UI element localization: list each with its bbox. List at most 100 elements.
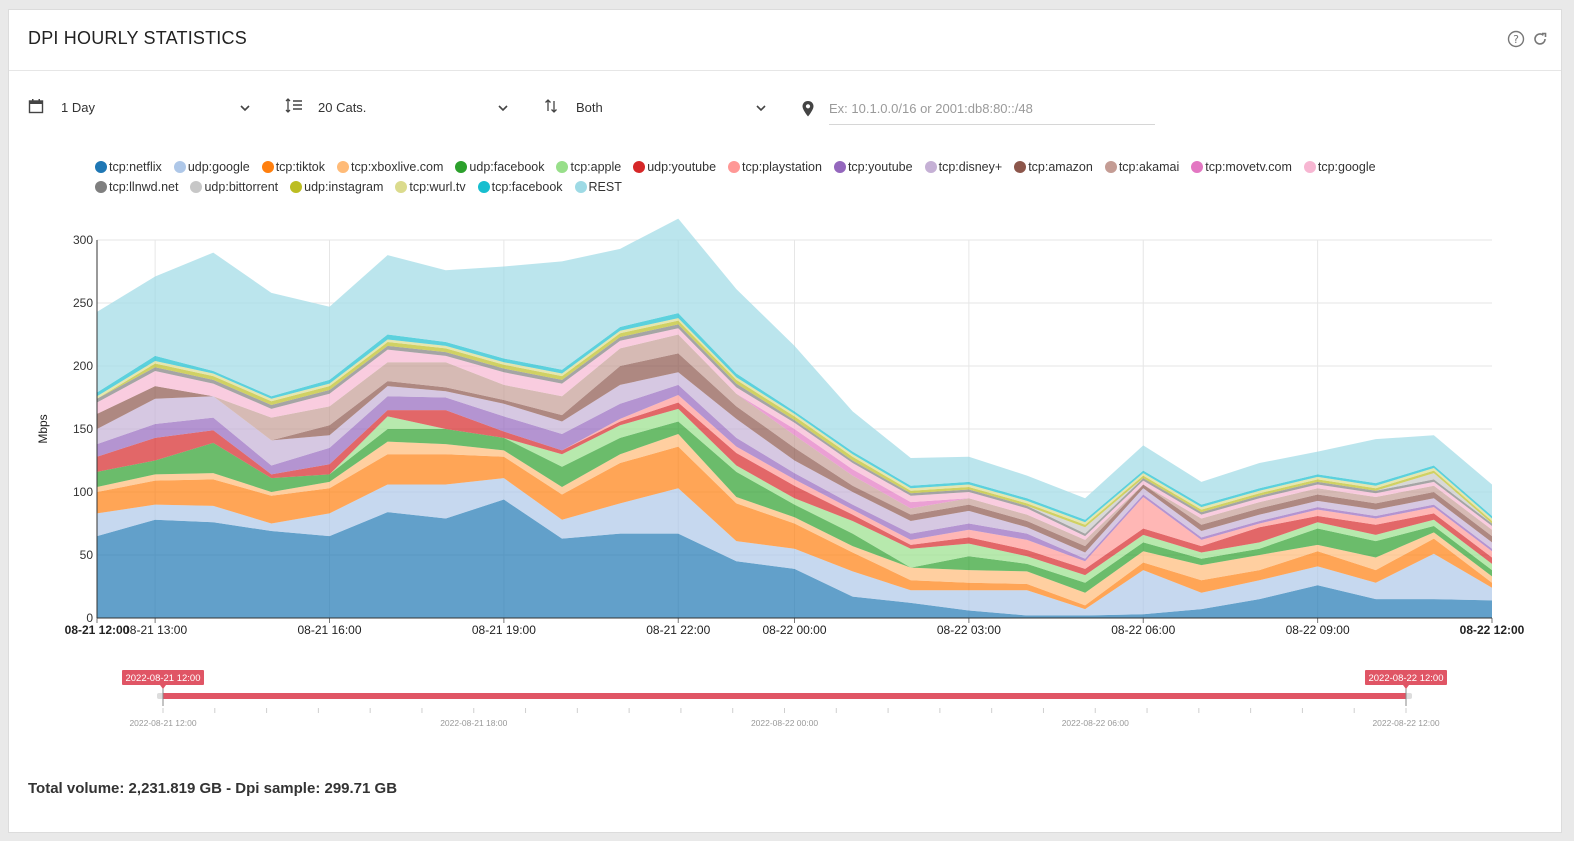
chart-legend: tcp:netflix udp:google tcp:tiktok tcp:xboxl… (95, 157, 1515, 197)
up-down-arrows-icon (543, 98, 561, 116)
legend-item[interactable]: tcp:playstation (728, 160, 822, 174)
legend-label: tcp:xboxlive.com (351, 160, 444, 174)
x-tick-label: 08-21 12:00 (65, 623, 130, 637)
series-area (97, 218, 1492, 520)
legend-label: udp:google (187, 160, 250, 174)
legend-label: tcp:movetv.com (1205, 160, 1292, 174)
series-area (97, 434, 1492, 606)
period-select[interactable]: 1 Day (61, 100, 95, 115)
x-tick-label: 08-21 19:00 (472, 623, 536, 637)
series-area (97, 372, 1492, 559)
categories-select[interactable]: 20 Cats. (318, 100, 367, 115)
legend-swatch (924, 161, 937, 173)
legend-item[interactable]: udp:youtube (633, 160, 716, 174)
chevron-down-icon[interactable] (497, 101, 509, 113)
legend-label: tcp:akamai (1118, 160, 1180, 174)
y-tick-label: 300 (73, 233, 93, 247)
legend-swatch (455, 161, 468, 173)
legend-item[interactable]: tcp:google (1303, 160, 1376, 174)
legend-row: tcp:llnwd.net udp:bittorrent udp:instagram… (95, 177, 1515, 197)
legend-item[interactable]: tcp:movetv.com (1191, 160, 1292, 174)
x-tick-label: 08-22 09:00 (1286, 623, 1350, 637)
x-tick-label: 08-22 06:00 (1111, 623, 1175, 637)
series-area (97, 320, 1492, 528)
legend-label: tcp:amazon (1028, 160, 1093, 174)
legend-swatch (556, 161, 569, 173)
legend-label: udp:bittorrent (204, 180, 279, 194)
y-tick-label: 250 (73, 296, 93, 310)
legend-swatch (337, 161, 350, 173)
range-label-bg (1365, 670, 1447, 685)
legend-item[interactable]: tcp:disney+ (924, 160, 1002, 174)
series-area (97, 408, 1492, 583)
legend-swatch (261, 161, 274, 173)
calendar-icon (28, 98, 46, 116)
legend-item[interactable]: udp:google (173, 160, 250, 174)
legend-label: tcp:google (1317, 160, 1376, 174)
legend-swatch (190, 181, 203, 193)
legend-item[interactable]: tcp:llnwd.net (95, 180, 178, 194)
legend-label: udp:instagram (304, 180, 384, 194)
legend-item[interactable]: tcp:tiktok (261, 160, 326, 174)
legend-swatch (1303, 161, 1316, 173)
legend-item[interactable]: tcp:akamai (1104, 160, 1180, 174)
series-area (97, 353, 1492, 553)
direction-select[interactable]: Both (576, 100, 603, 115)
legend-label: udp:youtube (647, 160, 717, 174)
series-area (97, 499, 1492, 618)
x-tick-label: 08-21 13:00 (123, 623, 187, 637)
series-area (97, 421, 1492, 593)
x-tick-label: 08-22 00:00 (762, 623, 826, 637)
legend-item[interactable]: tcp:xboxlive.com (337, 160, 443, 174)
legend-row: tcp:netflix udp:google tcp:tiktok tcp:xboxl… (95, 157, 1515, 177)
series-area (97, 334, 1492, 547)
legend-label: tcp:youtube (847, 160, 913, 174)
legend-label: tcp:llnwd.net (109, 180, 179, 194)
help-icon[interactable]: ? (1507, 30, 1525, 48)
legend-label: tcp:wurl.tv (409, 180, 466, 194)
legend-swatch (95, 181, 107, 193)
legend-swatch (173, 161, 186, 173)
legend-swatch (1014, 161, 1027, 173)
legend-label: udp:facebook (469, 160, 545, 174)
legend-item[interactable]: tcp:amazon (1014, 160, 1093, 174)
legend-item[interactable]: udp:instagram (290, 180, 383, 194)
chevron-down-icon[interactable] (239, 101, 251, 113)
chevron-down-icon[interactable] (755, 101, 767, 113)
legend-label: tcp:tiktok (275, 160, 326, 174)
legend-item[interactable]: tcp:wurl.tv (395, 180, 466, 194)
legend-item[interactable]: REST (574, 180, 622, 194)
legend-swatch (477, 181, 490, 193)
legend-swatch (574, 181, 587, 193)
legend-label: tcp:facebook (491, 180, 563, 194)
ip-filter-input[interactable] (829, 92, 1155, 125)
y-tick-label: 150 (73, 422, 93, 436)
x-tick-label: 08-22 03:00 (937, 623, 1001, 637)
dpi-hourly-statistics-panel: DPI HOURLY STATISTICS ? 1 Day 20 Cats. B… (8, 9, 1562, 833)
legend-item[interactable]: tcp:youtube (833, 160, 913, 174)
legend-item[interactable]: tcp:apple (556, 160, 621, 174)
legend-swatch (833, 161, 846, 173)
legend-item[interactable]: udp:facebook (455, 160, 544, 174)
range-label-pointer (1403, 685, 1409, 689)
legend-swatch (95, 161, 107, 173)
series-area (97, 446, 1492, 610)
range-label: 2022-08-22 12:00 (1368, 673, 1443, 684)
legend-label: tcp:apple (570, 160, 622, 174)
legend-swatch (290, 181, 303, 193)
range-label-bg (122, 670, 204, 685)
range-tick-label: 2022-08-21 12:00 (129, 718, 196, 728)
legend-item[interactable]: tcp:facebook (477, 180, 563, 194)
panel-header: DPI HOURLY STATISTICS ? (9, 10, 1561, 71)
legend-item[interactable]: tcp:netflix (95, 160, 162, 174)
range-selection[interactable] (163, 693, 1406, 699)
legend-item[interactable]: udp:bittorrent (190, 180, 278, 194)
legend-label: REST (588, 180, 622, 194)
series-area (97, 394, 1492, 569)
legend-swatch (728, 161, 741, 173)
legend-swatch (1191, 161, 1204, 173)
refresh-icon[interactable] (1531, 30, 1549, 48)
range-tick-label: 2022-08-22 06:00 (1062, 718, 1129, 728)
y-tick-label: 100 (73, 485, 93, 499)
range-tick-label: 2022-08-22 12:00 (1372, 718, 1439, 728)
